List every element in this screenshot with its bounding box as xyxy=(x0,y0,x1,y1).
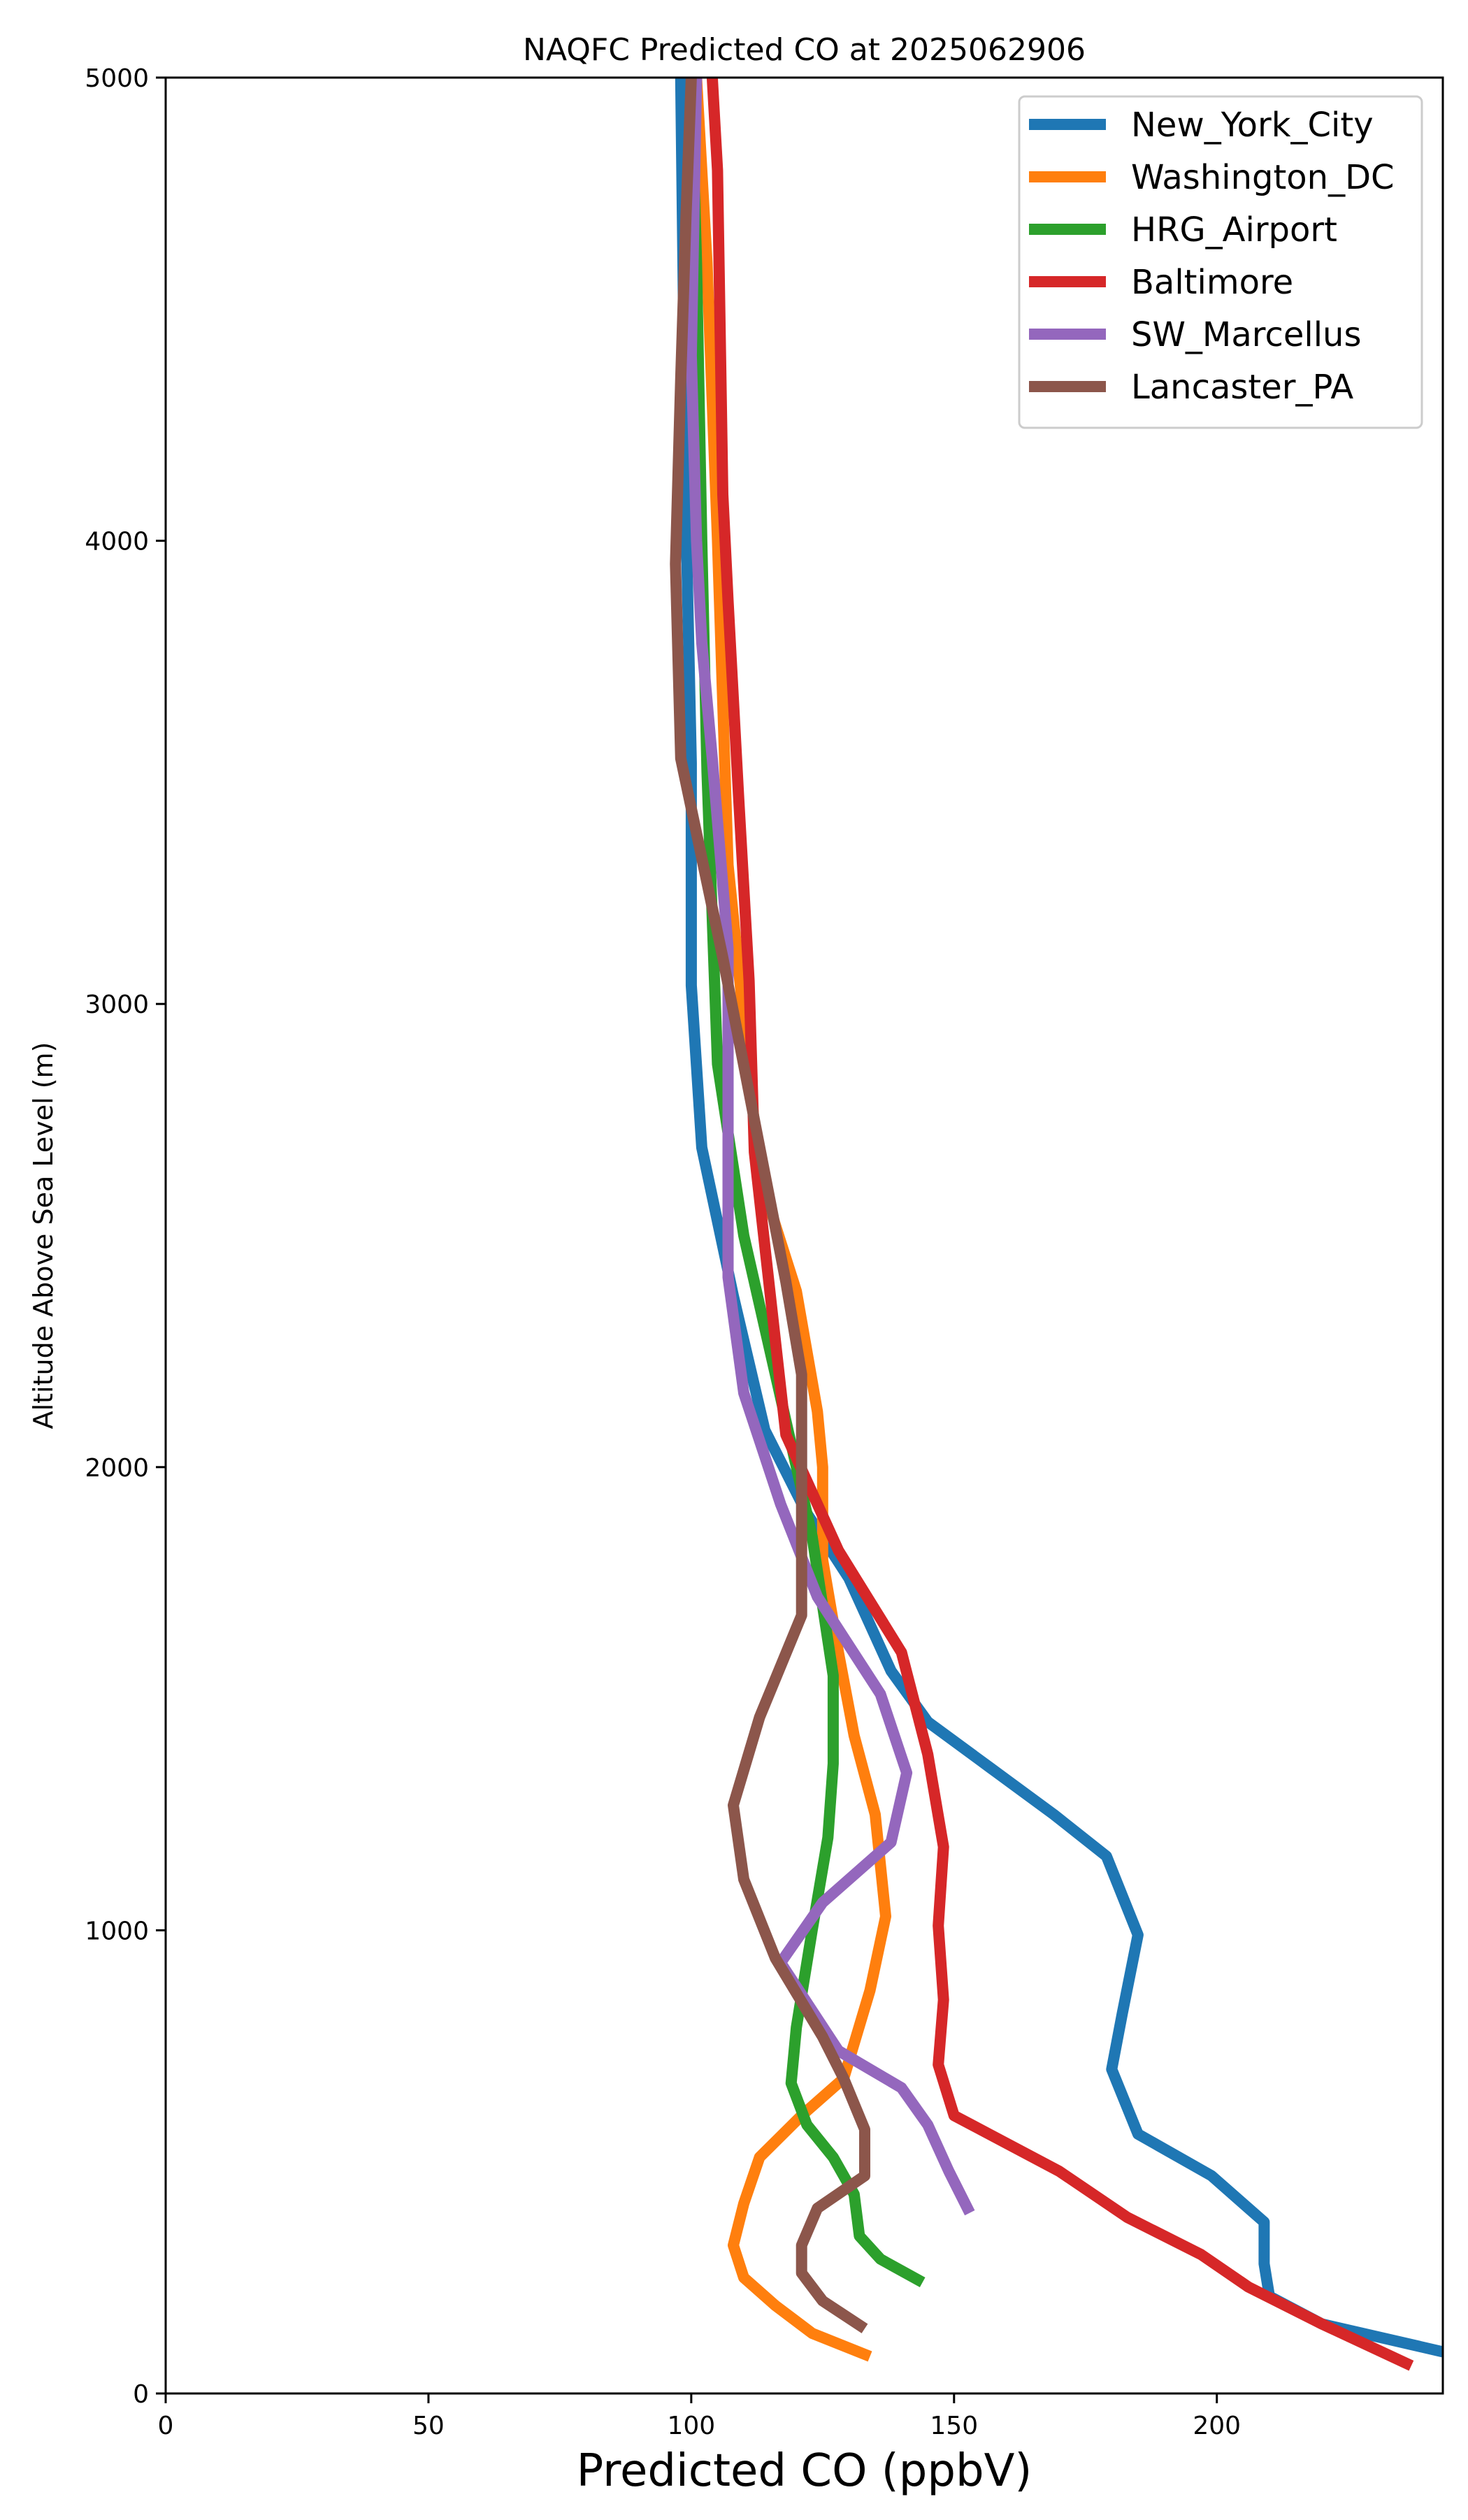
series-line-sw-marcellus xyxy=(685,78,975,2216)
legend-label: New_York_City xyxy=(1131,106,1374,145)
legend-label: Washington_DC xyxy=(1131,158,1395,197)
legend: New_York_City Washington_DC HRG_Airport Bal… xyxy=(1018,95,1423,429)
legend-label: Baltimore xyxy=(1131,263,1293,302)
y-tick-label: 4000 xyxy=(85,528,149,556)
legend-box xyxy=(1018,95,1423,429)
x-tick-label: 50 xyxy=(412,2412,445,2440)
chart-title: NAQFC Predicted CO at 2025062906 xyxy=(523,32,1086,68)
y-tick-label: 5000 xyxy=(85,64,149,93)
series-layer xyxy=(670,78,1443,2371)
y-tick-label: 3000 xyxy=(85,991,149,1019)
axes-layer xyxy=(164,76,1444,2395)
series-line-new-york-city xyxy=(675,78,1443,2358)
x-tick-label: 200 xyxy=(1193,2412,1241,2440)
x-tick-label: 100 xyxy=(667,2412,715,2440)
series-line-lancaster-pa xyxy=(670,78,870,2333)
x-tick-label: 0 xyxy=(158,2412,174,2440)
y-tick-label: 1000 xyxy=(85,1917,149,1945)
y-tick-label: 0 xyxy=(133,2380,149,2409)
x-axis-label: Predicted CO (ppbV) xyxy=(577,2445,1032,2497)
y-axis-label: Altitude Above Sea Level (m) xyxy=(28,1042,59,1430)
legend-label: HRG_Airport xyxy=(1131,210,1337,250)
legend-label: Lancaster_PA xyxy=(1131,368,1353,407)
legend-label: SW_Marcellus xyxy=(1131,315,1361,354)
plot-frame xyxy=(164,76,1444,2395)
y-tick-label: 2000 xyxy=(85,1454,149,1483)
series-line-baltimore xyxy=(706,78,1414,2371)
x-tick-label: 150 xyxy=(930,2412,978,2440)
